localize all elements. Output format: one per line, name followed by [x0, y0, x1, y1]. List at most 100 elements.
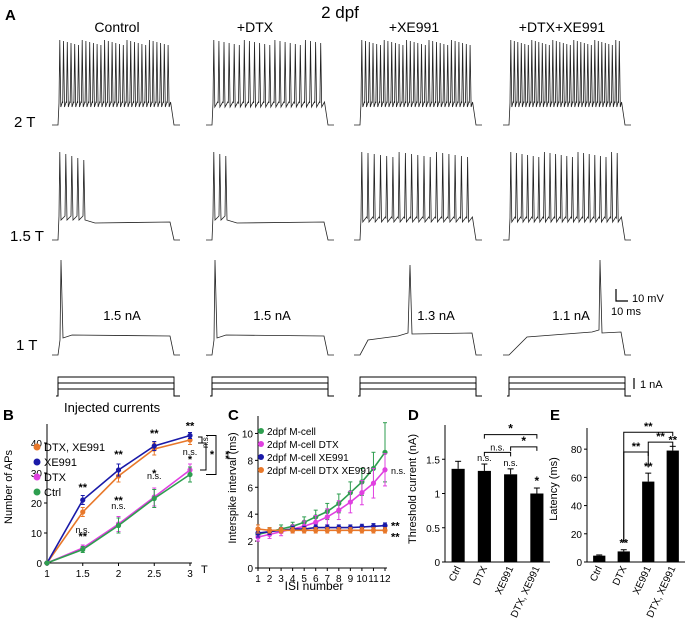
data-point	[313, 527, 319, 533]
data-point	[115, 522, 122, 529]
y-tick-label: 1	[434, 490, 440, 501]
category-label: DTX	[611, 564, 630, 587]
bracket	[206, 435, 217, 475]
panel-c-letter: C	[228, 407, 239, 424]
significance-label: n.s.	[75, 525, 90, 535]
chart-c-legend-1: 2dpf M-cell	[267, 427, 316, 438]
chart-e-ylabel: Latency (ms)	[548, 457, 560, 521]
significance-label: *	[188, 454, 193, 466]
significance-label: **	[150, 428, 159, 440]
x-tick-label: 2	[267, 574, 273, 585]
y-tick-label: 4	[247, 510, 253, 521]
current-step	[210, 388, 334, 397]
significance-label: *	[152, 468, 157, 480]
chart-b-legend-marker-dtx	[33, 473, 41, 481]
data-point	[382, 527, 388, 533]
x-tick-label: 1	[44, 569, 50, 580]
x-tick-label: 1	[255, 574, 261, 585]
column-label-control: Control	[94, 19, 139, 35]
column-label-dtx-xe991: +DTX+XE991	[519, 19, 606, 35]
x-tick-label: 5	[301, 574, 307, 585]
bracket-label: **	[644, 421, 653, 433]
data-point	[370, 480, 377, 486]
chart-b-legend-xe991: XE991	[44, 457, 77, 469]
voltage-trace	[206, 39, 334, 126]
bar	[617, 551, 630, 562]
panel-a-title: 2 dpf	[321, 3, 359, 22]
data-point	[115, 467, 122, 473]
chart-c-xlabel: ISI number	[285, 579, 344, 593]
bracket-label: **	[632, 441, 641, 453]
significance-label: n.s.	[503, 458, 518, 468]
x-tick-label: 12	[379, 574, 391, 585]
x-tick-label: 6	[313, 574, 319, 585]
bar	[666, 450, 679, 562]
significance-label: **	[391, 521, 400, 533]
voltage-trace	[503, 259, 631, 356]
data-point	[255, 526, 261, 532]
y-tick-label: 6	[247, 483, 253, 494]
x-tick-label: 4	[290, 574, 296, 585]
x-tick-label: 10	[356, 574, 368, 585]
chart-c-legend-marker-4	[258, 467, 264, 473]
scale-label-current: 1 nA	[640, 379, 663, 391]
current-step	[358, 388, 482, 397]
voltage-trace	[52, 259, 180, 356]
bracket-label: *	[508, 422, 513, 436]
voltage-trace	[52, 151, 180, 241]
x-tick-label: 9	[348, 574, 354, 585]
chart-b-xlabel: T	[201, 564, 208, 576]
y-tick-label: 0	[36, 559, 42, 570]
voltage-traces	[52, 39, 631, 356]
current-label-dtx: 1.5 nA	[253, 308, 291, 323]
chart-c-legend-2: 2dpf M-cell DTX	[267, 440, 339, 451]
data-point	[187, 471, 193, 478]
chart-c-legend-marker-3	[258, 454, 264, 460]
chart-b-legend-dtx-xe991: DTX, XE991	[44, 442, 105, 454]
x-tick-label: 3	[278, 574, 284, 585]
y-tick-label: 10	[242, 429, 254, 440]
bar	[477, 470, 491, 562]
y-tick-label: 0	[434, 558, 440, 569]
chart-c-legend-3: 2dpf M-cell XE991	[267, 453, 349, 464]
x-tick-label: 2	[116, 569, 122, 580]
bracket-label: **	[219, 451, 231, 460]
x-tick-label: 2.5	[147, 569, 161, 580]
current-step	[507, 382, 631, 397]
bracket-label: n.s.	[201, 435, 210, 448]
x-tick-label: 11	[368, 574, 379, 585]
chart-b-legend-dtx: DTX	[44, 472, 67, 484]
y-tick-label: 80	[571, 445, 583, 456]
data-point	[290, 527, 296, 533]
bar	[504, 474, 518, 562]
row-label-15t: 1.5 T	[10, 228, 44, 245]
data-point	[266, 527, 273, 533]
chart-c-legend-4: 2dpf M-cell DTX XE991	[267, 466, 372, 477]
bar	[642, 481, 655, 562]
significance-label: **	[114, 495, 123, 507]
y-tick-label: 0	[247, 564, 253, 575]
category-label: XE991	[631, 564, 654, 596]
bracket	[200, 442, 207, 471]
voltage-trace	[354, 151, 482, 241]
voltage-trace	[354, 39, 482, 126]
data-point	[382, 523, 388, 529]
data-point	[80, 546, 86, 553]
chart-c-legend: 2dpf M-cell 2dpf M-cell DTX 2dpf M-cell …	[258, 427, 372, 477]
data-point	[336, 527, 342, 533]
bracket	[510, 446, 538, 451]
category-label: Ctrl	[588, 565, 605, 584]
voltage-trace	[354, 264, 482, 356]
bracket	[483, 434, 538, 439]
significance-label: **	[619, 538, 628, 550]
y-tick-label: 10	[31, 529, 43, 540]
current-step	[56, 382, 180, 397]
chart-b-legend: DTX, XE991 XE991 DTX Ctrl	[33, 442, 105, 499]
chart-b-ylabel: Number of APs	[3, 450, 15, 524]
data-point	[80, 497, 86, 503]
